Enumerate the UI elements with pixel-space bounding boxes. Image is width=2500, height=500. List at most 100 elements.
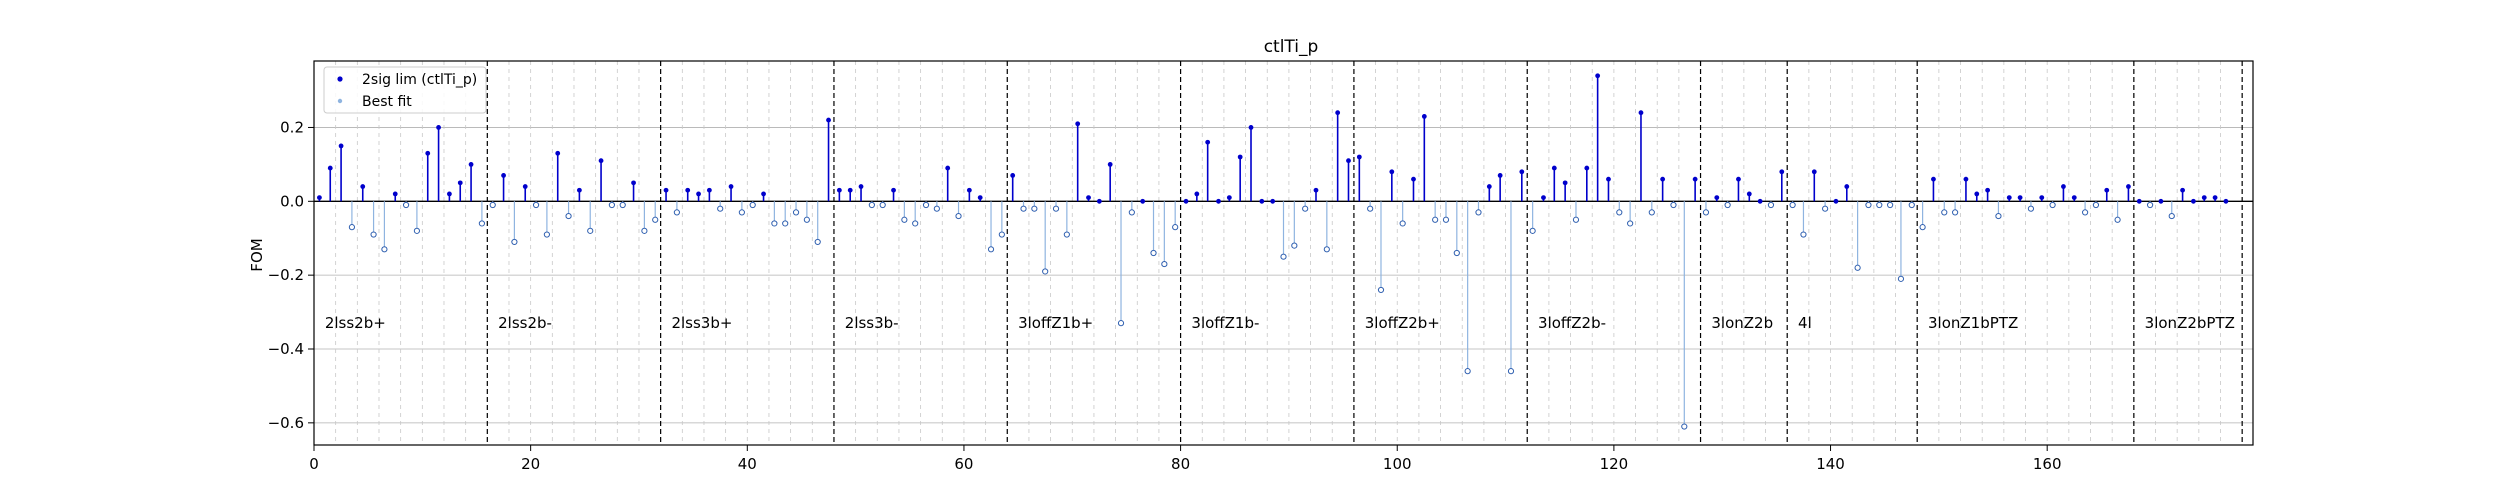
data-point — [1995, 212, 2002, 220]
legend: 2sig lim (ctlTi_p) Best fit — [323, 66, 487, 114]
data-point — [1833, 198, 1839, 204]
data-point — [847, 187, 853, 193]
data-point — [987, 246, 995, 253]
data-point — [1237, 154, 1243, 160]
data-point — [912, 220, 919, 227]
data-point — [1421, 113, 1427, 119]
data-point — [1724, 201, 1731, 209]
data-point — [1757, 198, 1763, 204]
region-label: 2lss3b- — [845, 314, 899, 332]
stem-layer — [317, 73, 2229, 430]
x-tick-label: 120 — [1600, 455, 1629, 473]
data-point — [673, 209, 680, 216]
data-point — [543, 231, 550, 238]
data-point — [1974, 191, 1980, 197]
data-point — [1670, 201, 1677, 209]
data-point — [1919, 224, 1926, 231]
data-point — [1183, 198, 1189, 204]
chart-title: ctlTi_p — [1264, 37, 1319, 57]
data-point — [1096, 198, 1102, 204]
y-axis-label: FOM — [248, 238, 266, 271]
axis-layer: 0 20 40 60 80 100 120 140 160 −0.6 −0.4 −0.2 0.0 0.2 — [268, 60, 2254, 473]
data-point — [1367, 205, 1374, 212]
data-point — [1865, 201, 1872, 209]
data-point — [696, 191, 701, 197]
data-point — [1887, 201, 1894, 209]
data-point — [2126, 184, 2131, 189]
data-point — [392, 191, 398, 197]
data-point — [2081, 209, 2089, 216]
data-point — [933, 205, 940, 212]
data-point — [1952, 209, 1959, 216]
data-point — [1346, 158, 1351, 164]
data-point — [532, 201, 540, 209]
data-point — [1399, 220, 1406, 227]
data-point — [1572, 216, 1580, 223]
data-point — [1800, 231, 1807, 238]
data-point — [738, 209, 745, 216]
data-point — [641, 227, 648, 234]
data-point — [2061, 184, 2066, 189]
x-tick-label: 80 — [1171, 455, 1190, 473]
data-point — [2201, 195, 2207, 201]
data-point — [1529, 227, 1536, 234]
data-point — [1681, 423, 1688, 430]
data-point — [1150, 249, 1157, 257]
data-point — [1486, 184, 1492, 189]
plot-frame — [313, 60, 2254, 446]
data-point — [706, 187, 712, 193]
x-tick-label: 0 — [309, 455, 319, 473]
y-tick-label: −0.4 — [268, 340, 304, 358]
data-point — [1897, 275, 1905, 282]
data-point — [922, 201, 930, 209]
data-point — [1746, 191, 1752, 197]
data-point — [2180, 187, 2185, 193]
data-point — [370, 231, 377, 238]
data-point — [1551, 165, 1557, 171]
data-point — [1432, 216, 1439, 223]
data-point — [879, 201, 886, 209]
y-tick-label: −0.6 — [268, 414, 304, 432]
y-tick-label: 0.0 — [280, 192, 304, 210]
data-point — [1128, 209, 1135, 216]
data-point — [1660, 176, 1666, 182]
data-point — [1606, 176, 1611, 182]
data-point — [1811, 169, 1817, 175]
data-point — [631, 180, 636, 186]
data-point — [2223, 198, 2229, 204]
data-point — [1442, 216, 1450, 223]
data-point — [826, 117, 831, 123]
data-point — [1270, 198, 1276, 204]
region-label: 2lss2b- — [498, 314, 552, 332]
data-point — [501, 173, 506, 178]
data-point — [1086, 195, 1091, 201]
data-point — [1323, 246, 1330, 253]
data-point — [1377, 286, 1385, 294]
legend-box — [323, 66, 487, 114]
data-point — [901, 216, 908, 223]
data-point — [402, 201, 410, 209]
data-point — [663, 187, 669, 193]
data-point — [1941, 209, 1948, 216]
data-point — [457, 180, 463, 186]
data-point — [685, 187, 691, 193]
region-label: 3lonZ1bPTZ — [1928, 314, 2018, 332]
data-point — [2039, 195, 2045, 201]
data-point — [1411, 176, 1416, 182]
data-point — [425, 150, 431, 156]
data-point — [1248, 125, 1254, 130]
data-point — [652, 216, 659, 223]
data-point — [2168, 212, 2175, 220]
data-point — [1280, 253, 1287, 260]
data-point — [381, 246, 388, 253]
data-point — [814, 238, 821, 246]
data-point — [1302, 205, 1309, 212]
x-tick-label: 160 — [2033, 455, 2062, 473]
data-point — [1562, 180, 1568, 186]
data-point — [598, 158, 604, 164]
data-point — [1507, 368, 1515, 375]
data-point — [511, 238, 518, 246]
data-point — [1854, 264, 1861, 271]
data-point — [1259, 198, 1265, 204]
region-label: 3lonZ2b — [1711, 314, 1773, 332]
